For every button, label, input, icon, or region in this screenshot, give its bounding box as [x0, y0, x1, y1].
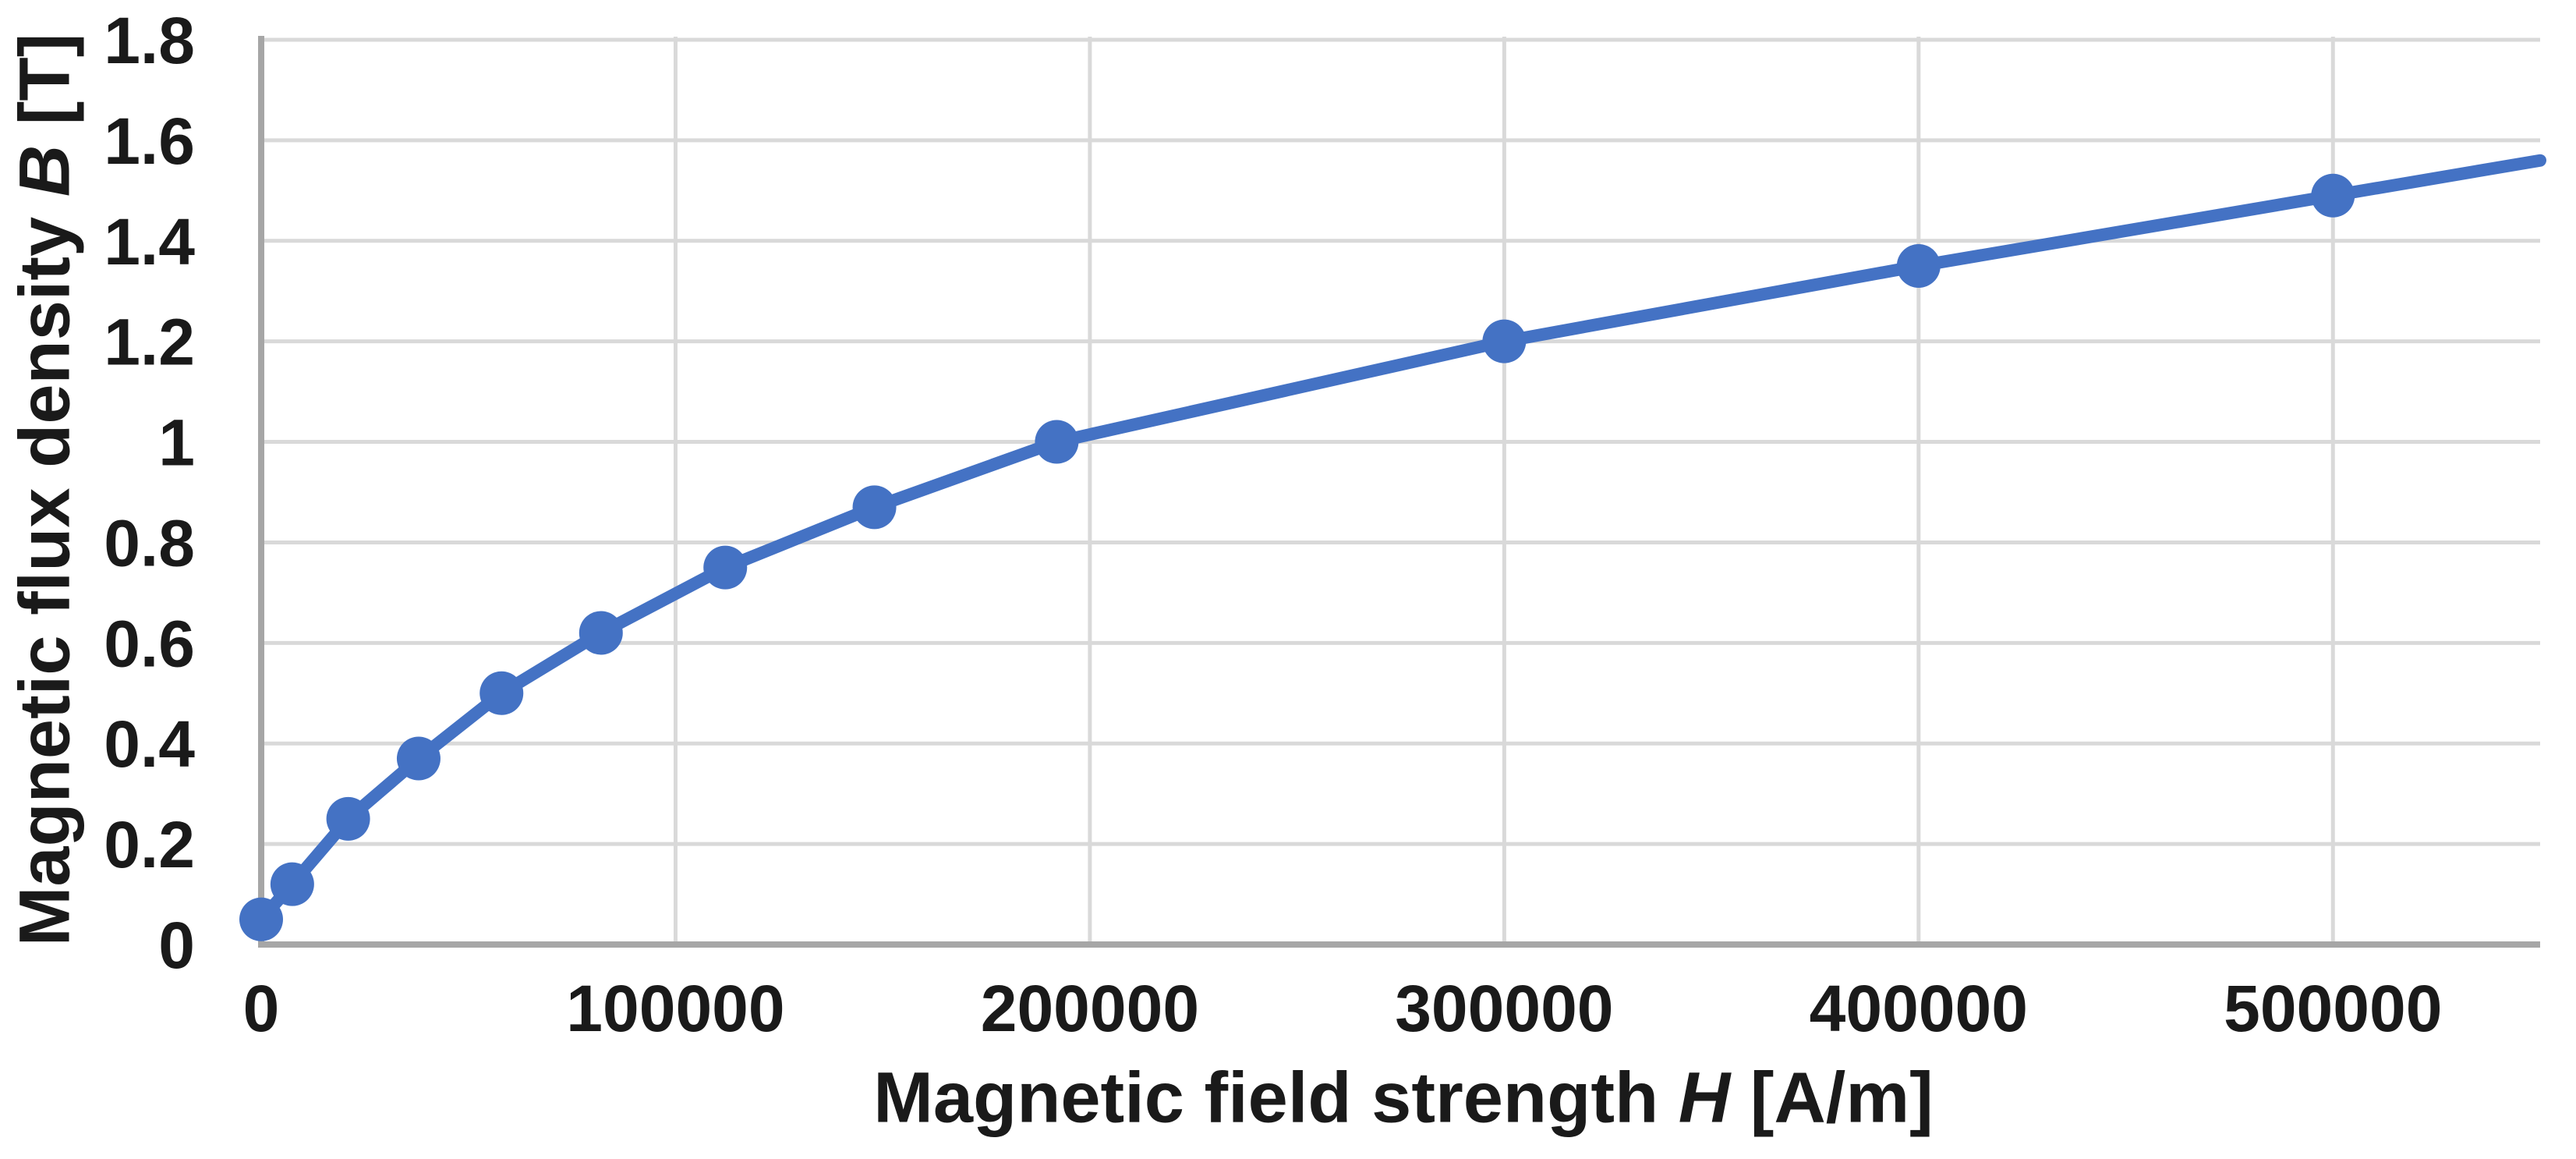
- y-axis-title-variable: B: [5, 144, 85, 197]
- y-tick-label-1.8: 1.8: [104, 4, 195, 77]
- series-line: [255, 154, 2546, 926]
- x-tick-label-0: 0: [243, 972, 280, 1045]
- data-point-marker: [270, 862, 314, 906]
- data-point-marker: [479, 671, 524, 715]
- x-tick-label-300000: 300000: [1395, 972, 1613, 1045]
- data-point-marker: [579, 611, 623, 655]
- x-axis-title-unit: [A/m]: [1730, 1058, 1934, 1138]
- data-point-marker: [1035, 420, 1079, 464]
- data-point-marker: [396, 736, 441, 781]
- y-axis-title-text: Magnetic flux density: [5, 197, 85, 947]
- y-tick-label-0.4: 0.4: [104, 707, 195, 781]
- y-axis-title: Magnetic flux density B [T]: [5, 34, 87, 947]
- y-tick-label-0.8: 0.8: [104, 506, 195, 580]
- data-point-marker: [326, 796, 370, 841]
- x-axis-title-variable: H: [1678, 1058, 1731, 1138]
- y-tick-label-0.6: 0.6: [104, 607, 195, 680]
- x-tick-label-200000: 200000: [981, 972, 1199, 1045]
- y-tick-label-1.2: 1.2: [104, 306, 195, 379]
- data-point-marker: [703, 545, 748, 590]
- data-point-marker: [239, 897, 283, 941]
- y-tick-label-0: 0: [158, 909, 195, 982]
- x-axis-title: Magnetic field strength H [A/m]: [873, 1058, 1934, 1140]
- y-tick-label-1.6: 1.6: [104, 105, 195, 178]
- y-tick-label-1.4: 1.4: [104, 205, 195, 278]
- x-tick-label-100000: 100000: [566, 972, 784, 1045]
- data-point-marker: [1896, 244, 1941, 288]
- x-tick-label-400000: 400000: [1810, 972, 2028, 1045]
- data-point-marker: [2311, 173, 2355, 218]
- y-tick-label-1: 1: [158, 406, 195, 480]
- x-tick-label-500000: 500000: [2224, 972, 2442, 1045]
- y-axis-title-unit: [T]: [5, 33, 85, 145]
- data-point-marker: [852, 485, 897, 530]
- y-tick-label-0.2: 0.2: [104, 808, 195, 881]
- x-axis-title-text: Magnetic field strength: [873, 1058, 1679, 1138]
- data-point-marker: [1482, 319, 1527, 363]
